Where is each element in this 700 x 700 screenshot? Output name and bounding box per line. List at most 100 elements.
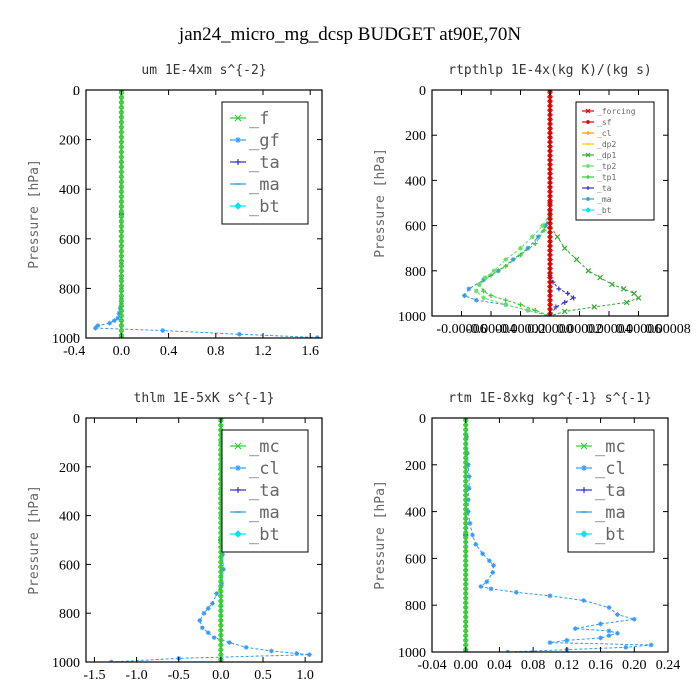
data-point <box>466 485 472 491</box>
data-point <box>547 227 553 233</box>
data-point <box>462 635 469 641</box>
data-point <box>462 518 469 524</box>
series-line <box>549 275 575 316</box>
data-point <box>462 471 469 477</box>
data-point <box>631 616 637 622</box>
data-point <box>218 610 224 617</box>
data-point <box>586 197 590 201</box>
x-tick-label: 0.00002 <box>557 322 603 337</box>
data-point <box>218 556 224 563</box>
legend-label: _gf <box>249 131 280 151</box>
data-point <box>503 257 509 262</box>
data-point <box>547 150 553 157</box>
data-point <box>547 100 553 107</box>
data-point <box>118 171 125 178</box>
data-point <box>581 487 587 493</box>
data-point <box>197 618 203 623</box>
data-point <box>473 541 479 547</box>
data-point <box>118 320 125 326</box>
legend-label: _ma <box>249 175 280 195</box>
data-point <box>585 207 591 213</box>
y-tick-label: 600 <box>59 558 80 573</box>
data-point <box>547 127 553 134</box>
legend-label: _ma <box>597 195 612 204</box>
data-point <box>118 186 125 193</box>
data-point <box>547 593 553 599</box>
data-point <box>648 642 654 648</box>
data-point <box>462 588 469 594</box>
data-point <box>609 281 615 288</box>
x-tick-label: 0.0 <box>113 344 131 359</box>
y-axis-label: Pressure [hPa] <box>27 485 42 595</box>
x-tick-label: 0.24 <box>656 658 681 673</box>
data-point <box>564 637 570 643</box>
legend: _mc_cl_ta_ma_bt <box>221 429 309 553</box>
data-point <box>462 578 469 585</box>
legend-label: _forcing <box>597 107 636 116</box>
data-point <box>615 612 620 617</box>
series-line <box>475 214 551 316</box>
data-point <box>547 96 553 102</box>
data-point <box>118 290 125 297</box>
data-point <box>118 166 125 173</box>
legend-label: _bt <box>597 206 612 215</box>
data-point <box>210 601 215 606</box>
data-point <box>118 221 125 227</box>
data-point <box>218 585 224 592</box>
y-tick-label: 0 <box>419 412 426 427</box>
data-point <box>160 328 166 333</box>
data-point <box>541 227 547 233</box>
data-point <box>476 281 482 287</box>
y-tick-label: 200 <box>59 134 80 149</box>
data-point <box>462 630 469 637</box>
data-point <box>631 290 637 297</box>
data-point <box>462 443 469 449</box>
data-point <box>218 581 224 587</box>
data-point <box>234 442 242 450</box>
data-point <box>585 267 592 274</box>
data-point <box>547 222 553 229</box>
data-point <box>118 335 125 338</box>
data-point <box>462 625 469 632</box>
data-point <box>586 131 590 135</box>
data-point <box>547 281 553 288</box>
x-tick-label: -0.5 <box>168 668 190 683</box>
data-point <box>462 649 469 652</box>
plot-frame <box>85 417 323 663</box>
data-point <box>95 323 101 328</box>
legend-label: _ma <box>595 503 626 523</box>
data-point <box>597 274 603 281</box>
data-point <box>547 105 553 111</box>
data-point <box>462 621 469 627</box>
data-point <box>235 487 241 493</box>
x-tick-label: -0.04 <box>417 658 446 673</box>
data-point <box>118 305 125 312</box>
data-point <box>218 595 224 602</box>
data-point <box>218 576 224 582</box>
data-point <box>518 245 523 251</box>
data-point <box>462 593 469 599</box>
data-point <box>565 291 571 296</box>
data-point <box>214 591 220 597</box>
data-point <box>218 418 224 421</box>
x-tick-label: -0.00002 <box>495 322 545 337</box>
data-point <box>462 494 469 501</box>
data-point <box>572 626 578 631</box>
y-tick-label: 1000 <box>398 310 426 325</box>
data-point <box>462 429 469 435</box>
data-point <box>118 216 125 222</box>
data-point <box>462 564 469 571</box>
plot-frame <box>85 89 323 339</box>
x-tick-label: 0.08 <box>521 658 546 673</box>
data-point <box>525 245 531 251</box>
legend: _forcing _sf _cl _dp2 _dp1 _tp2 _tp1 _ta _ma _bt <box>575 101 655 221</box>
data-point <box>547 118 553 125</box>
data-point <box>462 476 469 482</box>
legend-label: _bt <box>249 197 280 217</box>
x-tick-label: 0.4 <box>160 344 178 359</box>
data-point <box>547 213 553 220</box>
legend-label: _dp1 <box>597 151 616 160</box>
data-point <box>462 583 469 590</box>
data-point <box>118 255 125 262</box>
